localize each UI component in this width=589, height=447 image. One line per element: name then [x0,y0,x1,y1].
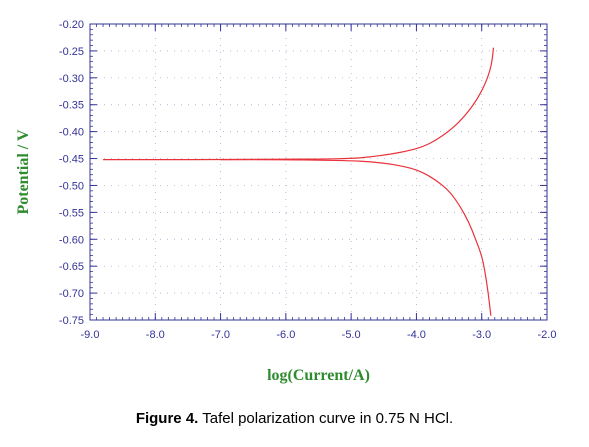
y-tick-label: -0.65 [59,261,84,273]
y-tick-label: -0.45 [59,154,84,166]
plot-frame [89,23,548,321]
y-tick-label: -0.20 [59,19,84,31]
y-tick-label: -0.70 [59,288,84,300]
series-lines [103,47,495,316]
y-tick-label: -0.60 [59,234,84,246]
grid-lines [90,24,547,320]
x-tick-label: -9.0 [81,329,100,341]
tick-labels: -9.0 -8.0 -7.0 -6.0 -5.0 -4.0 -3.0 -2.0 -0.20 -0.… [59,19,557,341]
major-ticks [89,23,548,321]
y-tick-label: -0.40 [59,127,84,139]
x-tick-label: -6.0 [276,329,295,341]
x-tick-label: -8.0 [146,329,165,341]
figure-caption-label: Figure 4. [135,410,199,427]
y-tick-label: -0.50 [59,180,84,192]
y-tick-label: -0.25 [59,46,84,58]
x-tick-label: -3.0 [472,329,491,341]
y-tick-label: -0.35 [59,100,84,112]
tafel-chart: -9.0 -8.0 -7.0 -6.0 -5.0 -4.0 -3.0 -2.0 -0.20 -0.… [15,19,557,384]
x-tick-label: -5.0 [342,329,361,341]
y-tick-label: -0.30 [59,73,84,85]
y-tick-label: -0.55 [59,207,84,219]
anodic-branch-line [103,47,495,161]
y-tick-label: -0.75 [59,315,84,327]
x-tick-label: -4.0 [407,329,426,341]
x-axis-title: log(Current/A) [267,367,370,384]
x-tick-label: -7.0 [211,329,230,341]
y-axis-title: Potential / V [15,129,32,214]
minor-ticks [89,23,548,321]
x-tick-label: -2.0 [538,329,557,341]
figure-caption-text: Tafel polarization curve in 0.75 N HCl. [198,410,454,427]
figure-caption: Figure 4. Tafel polarization curve in 0.… [0,410,589,427]
cathodic-branch-line [220,159,492,316]
